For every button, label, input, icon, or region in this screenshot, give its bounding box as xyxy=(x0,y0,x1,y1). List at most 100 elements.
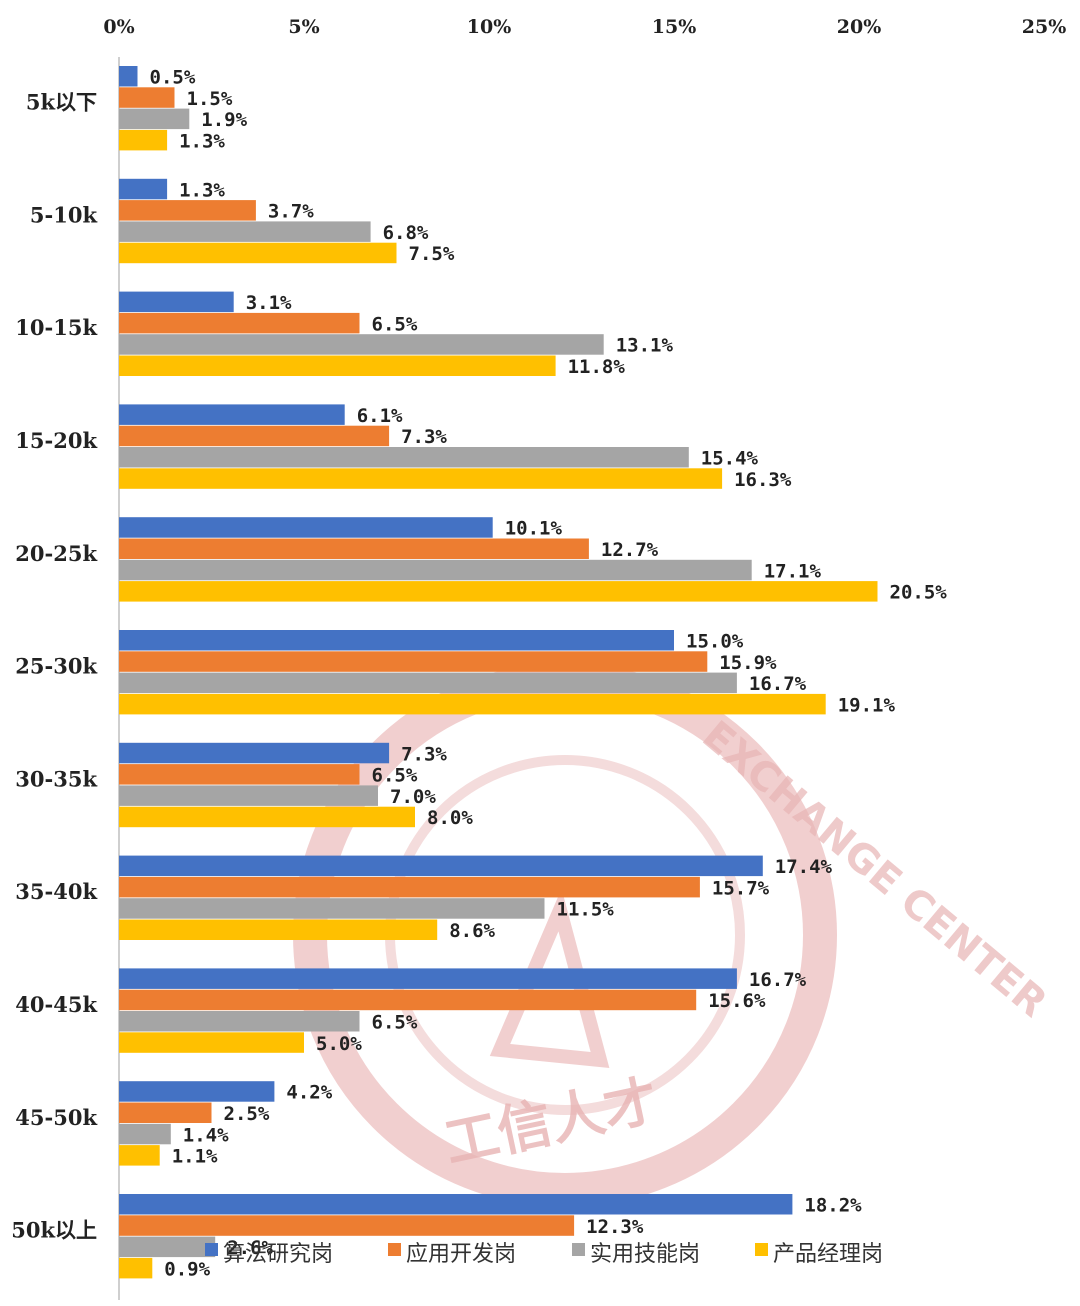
bar xyxy=(119,1123,171,1145)
bar-value-label: 16.7% xyxy=(749,673,807,695)
bar-value-label: 1.3% xyxy=(179,130,225,152)
category-label: 40-45k xyxy=(15,992,97,1017)
legend: 算法研究岗 应用开发岗 实用技能岗 产品经理岗 xyxy=(205,1242,883,1267)
bar-value-label: 6.1% xyxy=(357,405,403,427)
category-label: 25-30k xyxy=(15,654,97,679)
bar xyxy=(119,1081,275,1102)
category-label: 10-15k xyxy=(15,315,97,340)
bar-value-label: 6.5% xyxy=(372,765,418,787)
bar xyxy=(119,785,378,806)
bar-value-label: 11.5% xyxy=(557,899,615,921)
y-axis: 5k以下 5-10k 10-15k 15-20k 20-25k 25-30k 30-35k 3… xyxy=(11,90,97,1243)
legend-label: 算法研究岗 xyxy=(223,1242,333,1267)
bar-value-label: 19.1% xyxy=(838,694,896,716)
legend-swatch xyxy=(388,1243,401,1256)
bar-value-label: 15.4% xyxy=(701,448,759,470)
category-label: 15-20k xyxy=(15,428,97,453)
bar-value-label: 8.0% xyxy=(427,807,473,829)
bar xyxy=(119,968,737,989)
bar xyxy=(119,1032,304,1053)
bar-value-label: 18.2% xyxy=(804,1195,862,1217)
bar-value-label: 4.2% xyxy=(286,1082,332,1104)
data-labels: 0.5%1.5%1.9%1.3%1.3%3.7%6.8%7.5%3.1%6.5%… xyxy=(150,67,948,1281)
bar-value-label: 3.7% xyxy=(268,201,314,223)
bar xyxy=(119,1011,360,1032)
bar-value-label: 11.8% xyxy=(568,356,626,378)
bar xyxy=(119,581,878,602)
bar xyxy=(119,855,763,877)
bar xyxy=(119,221,371,242)
bar xyxy=(119,312,360,334)
bar xyxy=(119,1102,212,1123)
bar xyxy=(119,1257,153,1279)
bar-value-label: 1.9% xyxy=(201,109,247,131)
x-tick-label: 15% xyxy=(652,16,697,38)
bar xyxy=(119,1194,793,1215)
bar xyxy=(119,447,689,468)
bar xyxy=(119,1236,216,1258)
bar-value-label: 15.9% xyxy=(719,652,777,674)
bar xyxy=(119,517,493,538)
bar-value-label: 0.9% xyxy=(164,1258,210,1280)
bar-value-label: 13.1% xyxy=(616,335,674,357)
x-tick-label: 10% xyxy=(467,16,512,38)
bar xyxy=(119,242,397,264)
bar xyxy=(119,404,345,425)
category-label: 5k以下 xyxy=(26,90,97,115)
bar xyxy=(119,898,545,919)
bar xyxy=(119,129,168,151)
legend-swatch xyxy=(572,1243,585,1256)
bar-value-label: 2.5% xyxy=(224,1103,270,1125)
bar-value-label: 6.5% xyxy=(372,313,418,335)
bar xyxy=(119,806,415,828)
bar xyxy=(119,538,589,559)
bar xyxy=(119,672,737,694)
bar xyxy=(119,87,175,108)
bar-value-label: 1.1% xyxy=(172,1146,218,1168)
bar-value-label: 7.5% xyxy=(409,243,455,265)
x-tick-label: 25% xyxy=(1022,16,1067,38)
legend-swatch xyxy=(755,1243,768,1256)
x-tick-label: 5% xyxy=(288,16,319,38)
bar-value-label: 0.5% xyxy=(150,67,196,89)
bar-value-label: 20.5% xyxy=(890,582,948,604)
bar xyxy=(119,66,138,87)
bar xyxy=(119,468,723,489)
bar-value-label: 17.4% xyxy=(775,856,833,878)
bar-value-label: 3.1% xyxy=(246,292,292,314)
legend-label: 应用开发岗 xyxy=(406,1242,516,1267)
bar-value-label: 15.7% xyxy=(712,877,770,899)
category-label: 5-10k xyxy=(30,202,98,227)
legend-label: 实用技能岗 xyxy=(590,1242,700,1267)
bar xyxy=(119,693,826,715)
bar xyxy=(119,334,604,355)
bar xyxy=(119,742,390,764)
bar-value-label: 15.6% xyxy=(708,990,766,1012)
x-tick-label: 20% xyxy=(837,16,882,38)
legend-swatch xyxy=(205,1243,218,1256)
bar xyxy=(119,291,234,313)
bar-value-label: 7.0% xyxy=(390,786,436,808)
bar xyxy=(119,764,360,785)
category-label: 50k以上 xyxy=(11,1218,97,1243)
bar-value-label: 2.6% xyxy=(227,1237,273,1259)
bar-value-label: 12.3% xyxy=(586,1216,644,1238)
bar xyxy=(119,989,697,1011)
bar-value-label: 5.0% xyxy=(316,1033,362,1055)
bar xyxy=(119,1145,160,1166)
bar xyxy=(119,919,438,940)
bar-value-label: 1.4% xyxy=(183,1124,229,1146)
category-label: 35-40k xyxy=(15,879,97,904)
bar-value-label: 1.3% xyxy=(179,179,225,201)
bar xyxy=(119,630,674,651)
category-label: 45-50k xyxy=(15,1105,97,1130)
bar-value-label: 7.3% xyxy=(401,426,447,448)
category-label: 30-35k xyxy=(15,766,97,791)
bar xyxy=(119,876,700,898)
bar-value-label: 10.1% xyxy=(505,518,563,540)
bar xyxy=(119,108,190,130)
bar xyxy=(119,425,390,447)
legend-label: 产品经理岗 xyxy=(773,1242,883,1267)
category-label: 20-25k xyxy=(15,541,97,566)
